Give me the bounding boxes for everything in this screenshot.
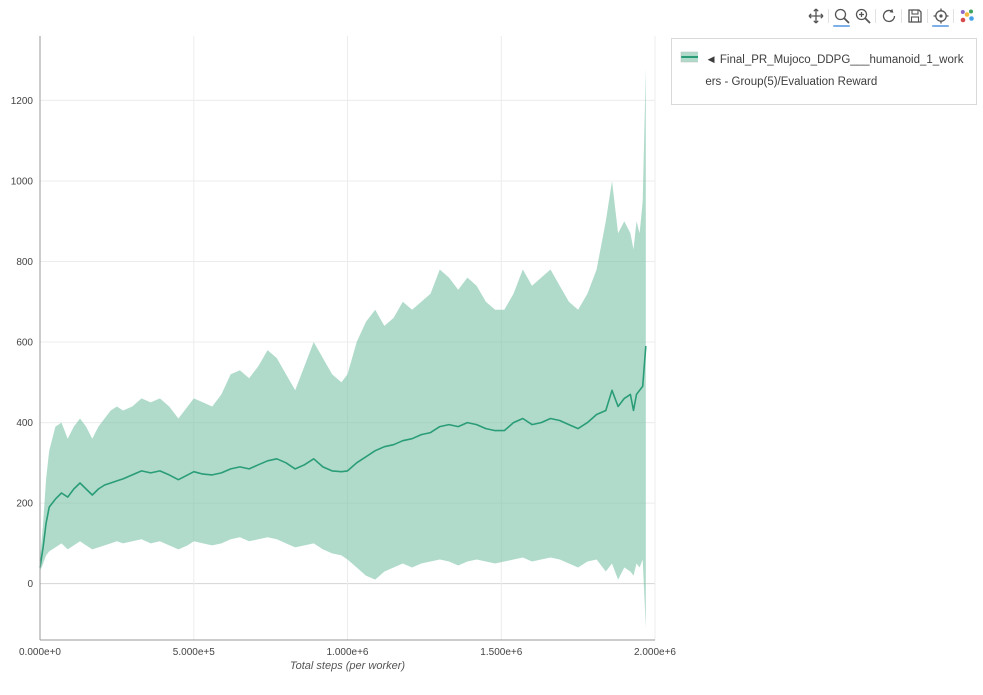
pan-icon [808, 8, 823, 24]
modebar-separator [875, 9, 876, 23]
legend-item[interactable]: ◄ Final_PR_Mujoco_DDPG___humanoid_1_work… [671, 38, 977, 105]
svg-text:2.000e+6: 2.000e+6 [634, 647, 676, 658]
hover-crosshair-icon [933, 8, 948, 24]
plotly-logo-icon [960, 9, 974, 23]
svg-text:200: 200 [16, 499, 33, 510]
svg-text:0.000e+0: 0.000e+0 [19, 647, 61, 658]
modebar-zoom-button[interactable] [831, 6, 852, 27]
x-axis-title: Total steps (per worker) [289, 660, 406, 672]
svg-text:1000: 1000 [11, 177, 34, 188]
modebar-save-button[interactable] [904, 6, 925, 26]
svg-text:400: 400 [16, 418, 33, 429]
svg-text:1200: 1200 [11, 96, 34, 107]
zoom-in-icon [855, 8, 871, 24]
modebar-separator [927, 9, 928, 23]
modebar-separator [953, 9, 954, 23]
chart-container: 0 200 400 600 800 1000 1200 0.000e+0 5.000e+5 1.0… [0, 0, 690, 680]
modebar-separator [828, 9, 829, 23]
save-icon [907, 9, 922, 23]
zoom-icon [834, 8, 850, 24]
svg-text:5.000e+5: 5.000e+5 [173, 647, 215, 658]
modebar [805, 6, 977, 27]
legend-label: ◄ Final_PR_Mujoco_DDPG___humanoid_1_work… [705, 54, 964, 89]
svg-text:1.000e+6: 1.000e+6 [327, 647, 369, 658]
svg-text:800: 800 [16, 257, 33, 268]
modebar-logo-button[interactable] [956, 6, 977, 26]
modebar-pan-button[interactable] [805, 6, 826, 26]
modebar-separator [901, 9, 902, 23]
modebar-hover-button[interactable] [930, 6, 951, 27]
svg-text:0: 0 [27, 579, 33, 590]
chart-plot-area[interactable]: 0 200 400 600 800 1000 1200 0.000e+0 5.000e+5 1.0… [0, 0, 690, 680]
svg-text:1.500e+6: 1.500e+6 [480, 647, 522, 658]
svg-text:600: 600 [16, 338, 33, 349]
modebar-reset-button[interactable] [878, 6, 899, 26]
modebar-zoom-in-button[interactable] [852, 6, 873, 26]
legend-swatch-icon [680, 51, 699, 63]
reset-axes-icon [882, 8, 895, 23]
